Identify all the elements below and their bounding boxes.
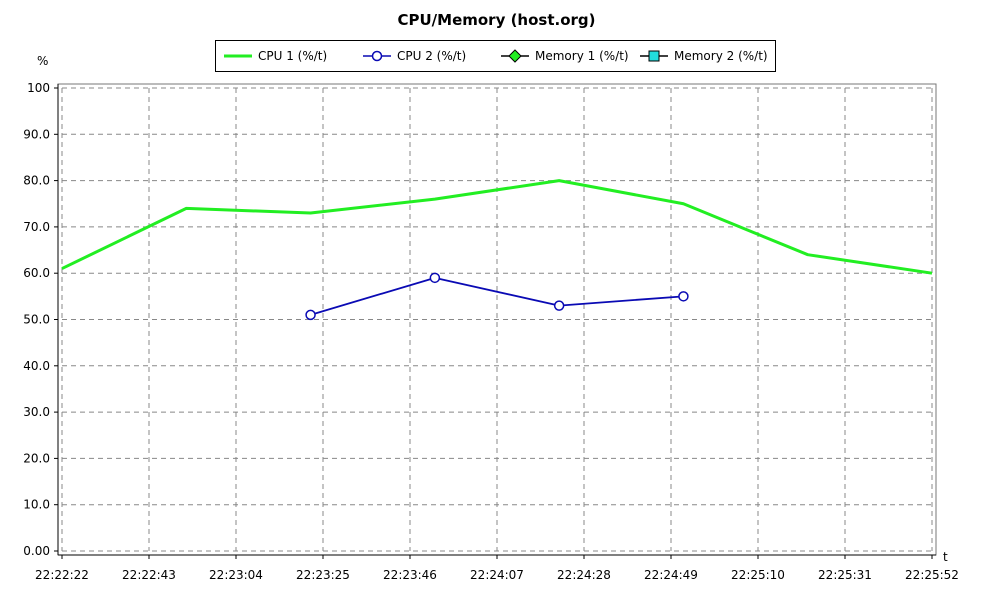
y-tick-label: 10.0: [23, 498, 50, 512]
y-tick-label: 40.0: [23, 359, 50, 373]
y-axis-label: %: [37, 54, 48, 68]
y-tick-label: 60.0: [23, 266, 50, 280]
chart-title: CPU/Memory (host.org): [397, 11, 596, 29]
x-tick-label: 22:22:22: [35, 568, 89, 582]
y-tick-label: 0.00: [23, 544, 50, 558]
x-tick-label: 22:25:10: [731, 568, 785, 582]
legend-label: Memory 1 (%/t): [535, 49, 629, 63]
legend-item-cpu1: CPU 1 (%/t): [224, 41, 327, 71]
y-tick-label: 50.0: [23, 313, 50, 327]
y-tick-label: 20.0: [23, 451, 50, 465]
x-tick-label: 22:24:49: [644, 568, 698, 582]
legend-label: CPU 2 (%/t): [397, 49, 467, 63]
data-point-marker: [553, 300, 565, 311]
data-point-marker: [305, 309, 316, 321]
legend-circle-marker-icon: [363, 50, 391, 62]
x-tick-label: 22:23:04: [209, 568, 263, 582]
x-tick-label: 22:24:07: [470, 568, 524, 582]
series-line-2: [310, 276, 684, 316]
series-line-1: [61, 179, 933, 275]
x-axis-label: t: [943, 550, 948, 564]
legend-line-swatch-icon: [224, 54, 252, 58]
y-tick-label: 80.0: [23, 174, 50, 188]
legend-label: Memory 2 (%/t): [674, 49, 768, 63]
legend-label: CPU 1 (%/t): [258, 49, 328, 63]
data-point-marker: [678, 291, 689, 302]
x-tick-label: 22:22:43: [122, 568, 176, 582]
x-tick-label: 22:23:46: [383, 568, 437, 582]
legend-item-memory1: Memory 1 (%/t): [501, 41, 629, 71]
x-tick-label: 22:25:52: [905, 568, 959, 582]
legend-item-cpu2: CPU 2 (%/t): [363, 41, 466, 71]
x-tick-label: 22:23:25: [296, 568, 350, 582]
x-tick-label: 22:24:28: [557, 568, 611, 582]
legend-item-memory2: Memory 2 (%/t): [640, 41, 768, 71]
legend: CPU 1 (%/t) CPU 2 (%/t) Memory 1 (%/t) M…: [215, 40, 776, 72]
y-tick-label: 70.0: [23, 220, 50, 234]
data-point-marker: [429, 272, 441, 284]
y-tick-label: 30.0: [23, 405, 50, 419]
legend-square-marker-icon: [640, 50, 668, 62]
y-tick-label: 90.0: [23, 127, 50, 141]
x-tick-label: 22:25:31: [818, 568, 872, 582]
y-tick-label: 100: [27, 81, 50, 95]
legend-diamond-marker-icon: [501, 49, 529, 63]
